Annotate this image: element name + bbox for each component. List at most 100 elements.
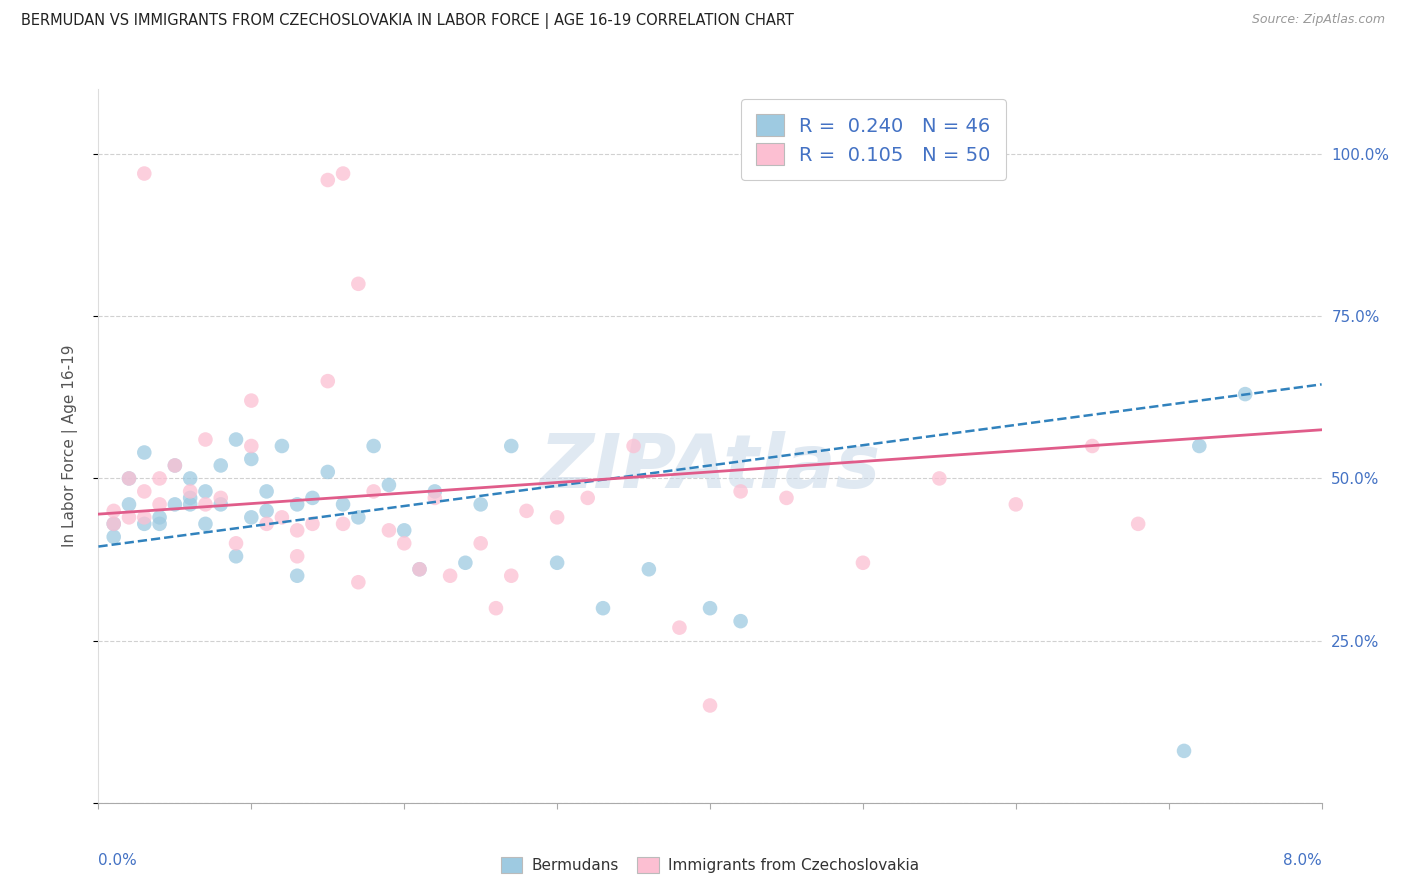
Point bbox=[730, 484, 752, 499]
Y-axis label: In Labor Force | Age 16-19: In Labor Force | Age 16-19 bbox=[62, 344, 77, 548]
Text: 8.0%: 8.0% bbox=[1282, 853, 1322, 868]
Text: Source: ZipAtlas.com: Source: ZipAtlas.com bbox=[1251, 13, 1385, 27]
Point bbox=[470, 497, 492, 511]
Point bbox=[637, 562, 661, 576]
Point bbox=[163, 458, 186, 473]
Point bbox=[347, 575, 370, 590]
Text: 0.0%: 0.0% bbox=[98, 853, 138, 868]
Point bbox=[285, 497, 308, 511]
Point bbox=[332, 167, 354, 181]
Text: ZIPAtlas: ZIPAtlas bbox=[540, 431, 880, 504]
Point bbox=[378, 524, 401, 538]
Point bbox=[285, 524, 308, 538]
Point bbox=[240, 452, 263, 467]
Point bbox=[332, 516, 354, 531]
Point bbox=[347, 510, 370, 524]
Point bbox=[316, 465, 339, 479]
Point bbox=[194, 497, 217, 511]
Point bbox=[363, 484, 385, 499]
Point bbox=[194, 516, 217, 531]
Point bbox=[103, 530, 125, 544]
Point bbox=[1173, 744, 1195, 758]
Legend: Bermudans, Immigrants from Czechoslovakia: Bermudans, Immigrants from Czechoslovaki… bbox=[494, 849, 927, 880]
Point bbox=[149, 497, 172, 511]
Point bbox=[668, 621, 690, 635]
Point bbox=[149, 510, 172, 524]
Point bbox=[209, 458, 232, 473]
Point bbox=[775, 491, 797, 505]
Point bbox=[256, 504, 278, 518]
Point bbox=[592, 601, 614, 615]
Point bbox=[103, 516, 125, 531]
Point bbox=[103, 516, 125, 531]
Point bbox=[347, 277, 370, 291]
Point bbox=[209, 497, 232, 511]
Point bbox=[485, 601, 508, 615]
Point bbox=[363, 439, 385, 453]
Point bbox=[118, 471, 141, 485]
Point bbox=[423, 491, 446, 505]
Point bbox=[118, 497, 141, 511]
Point bbox=[699, 601, 721, 615]
Text: BERMUDAN VS IMMIGRANTS FROM CZECHOSLOVAKIA IN LABOR FORCE | AGE 16-19 CORRELATIO: BERMUDAN VS IMMIGRANTS FROM CZECHOSLOVAK… bbox=[21, 13, 794, 29]
Point bbox=[730, 614, 752, 628]
Point bbox=[149, 516, 172, 531]
Point bbox=[134, 516, 156, 531]
Point bbox=[118, 510, 141, 524]
Point bbox=[256, 516, 278, 531]
Point bbox=[378, 478, 401, 492]
Point bbox=[163, 497, 186, 511]
Point bbox=[546, 510, 568, 524]
Point bbox=[699, 698, 721, 713]
Point bbox=[179, 471, 201, 485]
Point bbox=[225, 433, 247, 447]
Point bbox=[209, 491, 232, 505]
Point bbox=[1004, 497, 1026, 511]
Point bbox=[134, 510, 156, 524]
Point bbox=[179, 491, 201, 505]
Point bbox=[285, 568, 308, 582]
Point bbox=[576, 491, 599, 505]
Point bbox=[134, 445, 156, 459]
Point bbox=[194, 484, 217, 499]
Point bbox=[149, 471, 172, 485]
Point bbox=[240, 439, 263, 453]
Point bbox=[301, 491, 323, 505]
Point bbox=[194, 433, 217, 447]
Point bbox=[408, 562, 430, 576]
Point bbox=[134, 167, 156, 181]
Point bbox=[225, 549, 247, 564]
Point bbox=[423, 484, 446, 499]
Point bbox=[439, 568, 461, 582]
Point bbox=[332, 497, 354, 511]
Point bbox=[1234, 387, 1257, 401]
Point bbox=[240, 510, 263, 524]
Point bbox=[516, 504, 538, 518]
Point bbox=[103, 504, 125, 518]
Point bbox=[270, 439, 294, 453]
Point bbox=[270, 510, 294, 524]
Point bbox=[501, 439, 523, 453]
Point bbox=[408, 562, 430, 576]
Point bbox=[392, 524, 416, 538]
Point bbox=[852, 556, 875, 570]
Point bbox=[225, 536, 247, 550]
Point bbox=[118, 471, 141, 485]
Point bbox=[546, 556, 568, 570]
Point bbox=[285, 549, 308, 564]
Point bbox=[316, 374, 339, 388]
Point bbox=[134, 484, 156, 499]
Point bbox=[392, 536, 416, 550]
Point bbox=[256, 484, 278, 499]
Point bbox=[179, 497, 201, 511]
Point bbox=[623, 439, 645, 453]
Point bbox=[928, 471, 950, 485]
Point bbox=[1128, 516, 1150, 531]
Point bbox=[1188, 439, 1211, 453]
Point bbox=[240, 393, 263, 408]
Point bbox=[179, 484, 201, 499]
Point bbox=[501, 568, 523, 582]
Point bbox=[163, 458, 186, 473]
Point bbox=[301, 516, 323, 531]
Point bbox=[316, 173, 339, 187]
